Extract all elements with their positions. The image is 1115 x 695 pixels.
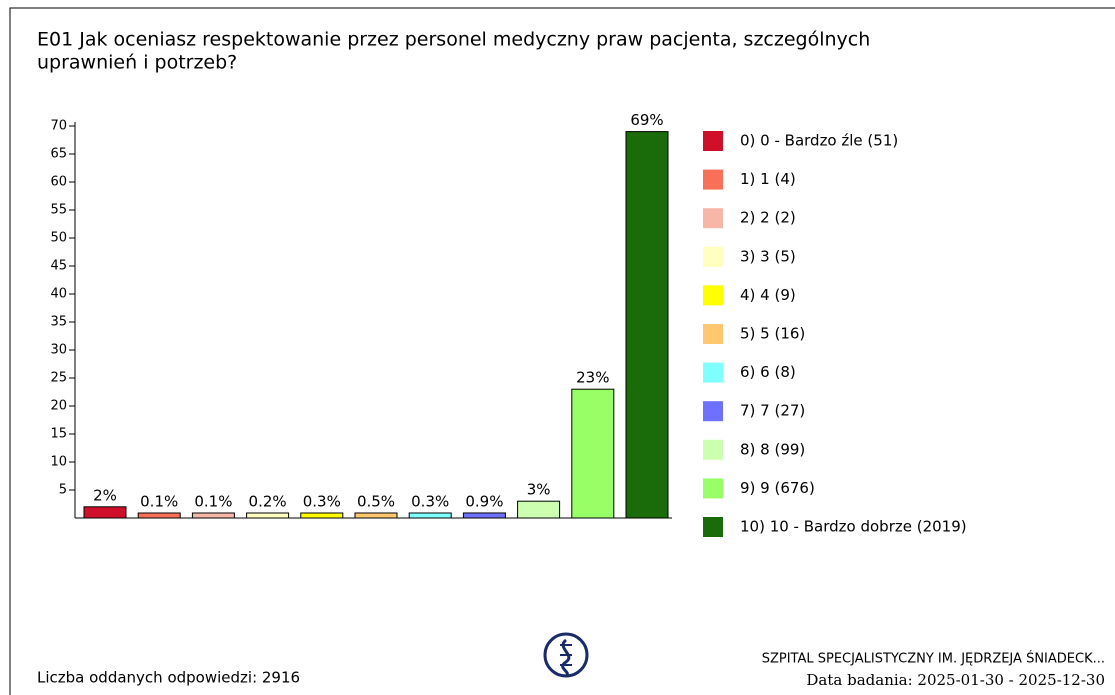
y-tick-label: 35 bbox=[50, 315, 67, 330]
legend-swatch bbox=[703, 324, 723, 344]
bar bbox=[625, 131, 669, 519]
legend-label: 3) 3 (5) bbox=[740, 247, 796, 265]
y-tick-label: 25 bbox=[50, 371, 67, 386]
bar bbox=[83, 506, 127, 519]
frame bbox=[9, 7, 1115, 695]
y-tick-label: 50 bbox=[50, 231, 67, 246]
chart-title: uprawnień i potrzeb? bbox=[37, 52, 237, 74]
data-label: 3% bbox=[527, 481, 551, 499]
bar bbox=[571, 388, 615, 519]
bar bbox=[462, 512, 506, 519]
chart-title: E01 Jak oceniasz respektowanie przez per… bbox=[37, 29, 870, 51]
legend-label: 10) 10 - Bardzo dobrze (2019) bbox=[740, 518, 967, 536]
data-label: 0.1% bbox=[194, 493, 232, 511]
data-label: 23% bbox=[576, 369, 609, 387]
legend-swatch bbox=[703, 478, 723, 499]
legend-swatch bbox=[703, 362, 723, 383]
legend-swatch bbox=[703, 131, 723, 151]
data-label: 0.1% bbox=[140, 493, 178, 511]
legend-swatch bbox=[703, 208, 723, 229]
legend-swatch bbox=[703, 246, 723, 267]
data-label: 0.9% bbox=[465, 492, 503, 510]
bar bbox=[354, 512, 398, 519]
data-label: 0.5% bbox=[357, 493, 395, 511]
y-tick-label: 70 bbox=[50, 119, 67, 134]
legend-swatch bbox=[703, 517, 723, 537]
y-tick-label: 65 bbox=[50, 147, 67, 162]
bar bbox=[191, 512, 235, 519]
y-tick-label: 45 bbox=[50, 259, 67, 274]
y-tick-label: 15 bbox=[50, 427, 67, 442]
legend-swatch bbox=[703, 439, 723, 460]
legend-label: 2) 2 (2) bbox=[740, 209, 796, 227]
footer-date: Data badania: 2025-01-30 - 2025-12-30 bbox=[806, 671, 1105, 689]
bar bbox=[300, 512, 344, 519]
data-label: 0.3% bbox=[303, 493, 341, 511]
legend-swatch bbox=[703, 285, 723, 306]
bar bbox=[517, 500, 561, 519]
logo bbox=[543, 632, 589, 678]
bar bbox=[137, 512, 181, 519]
legend-label: 6) 6 (8) bbox=[740, 363, 796, 381]
y-tick-label: 20 bbox=[50, 399, 67, 414]
y-tick-label: 55 bbox=[50, 203, 67, 218]
legend-label: 5) 5 (16) bbox=[740, 325, 805, 343]
legend-label: 1) 1 (4) bbox=[740, 170, 796, 188]
footer-responses: Liczba oddanych odpowiedzi: 2916 bbox=[37, 669, 300, 687]
y-tick-label: 30 bbox=[50, 343, 67, 358]
legend-swatch bbox=[703, 169, 723, 190]
y-tick-label: 10 bbox=[50, 455, 67, 470]
footer-institution: SZPITAL SPECJALISTYCZNY IM. JĘDRZEJA ŚNI… bbox=[762, 651, 1105, 667]
y-tick-label: 60 bbox=[50, 175, 67, 190]
data-label: 0.3% bbox=[411, 493, 449, 511]
legend-label: 4) 4 (9) bbox=[740, 286, 796, 304]
data-label: 2% bbox=[93, 486, 117, 504]
legend-label: 8) 8 (99) bbox=[740, 440, 805, 458]
legend-swatch bbox=[703, 401, 723, 422]
y-tick-label: 5 bbox=[59, 483, 67, 498]
data-label: 0.2% bbox=[249, 493, 287, 511]
legend-label: 0) 0 - Bardzo źle (51) bbox=[740, 132, 898, 150]
legend-label: 9) 9 (676) bbox=[740, 479, 815, 497]
bar bbox=[408, 512, 452, 519]
bar bbox=[246, 512, 290, 519]
data-label: 69% bbox=[630, 111, 663, 129]
y-tick-label: 40 bbox=[50, 287, 67, 302]
legend-label: 7) 7 (27) bbox=[740, 402, 805, 420]
